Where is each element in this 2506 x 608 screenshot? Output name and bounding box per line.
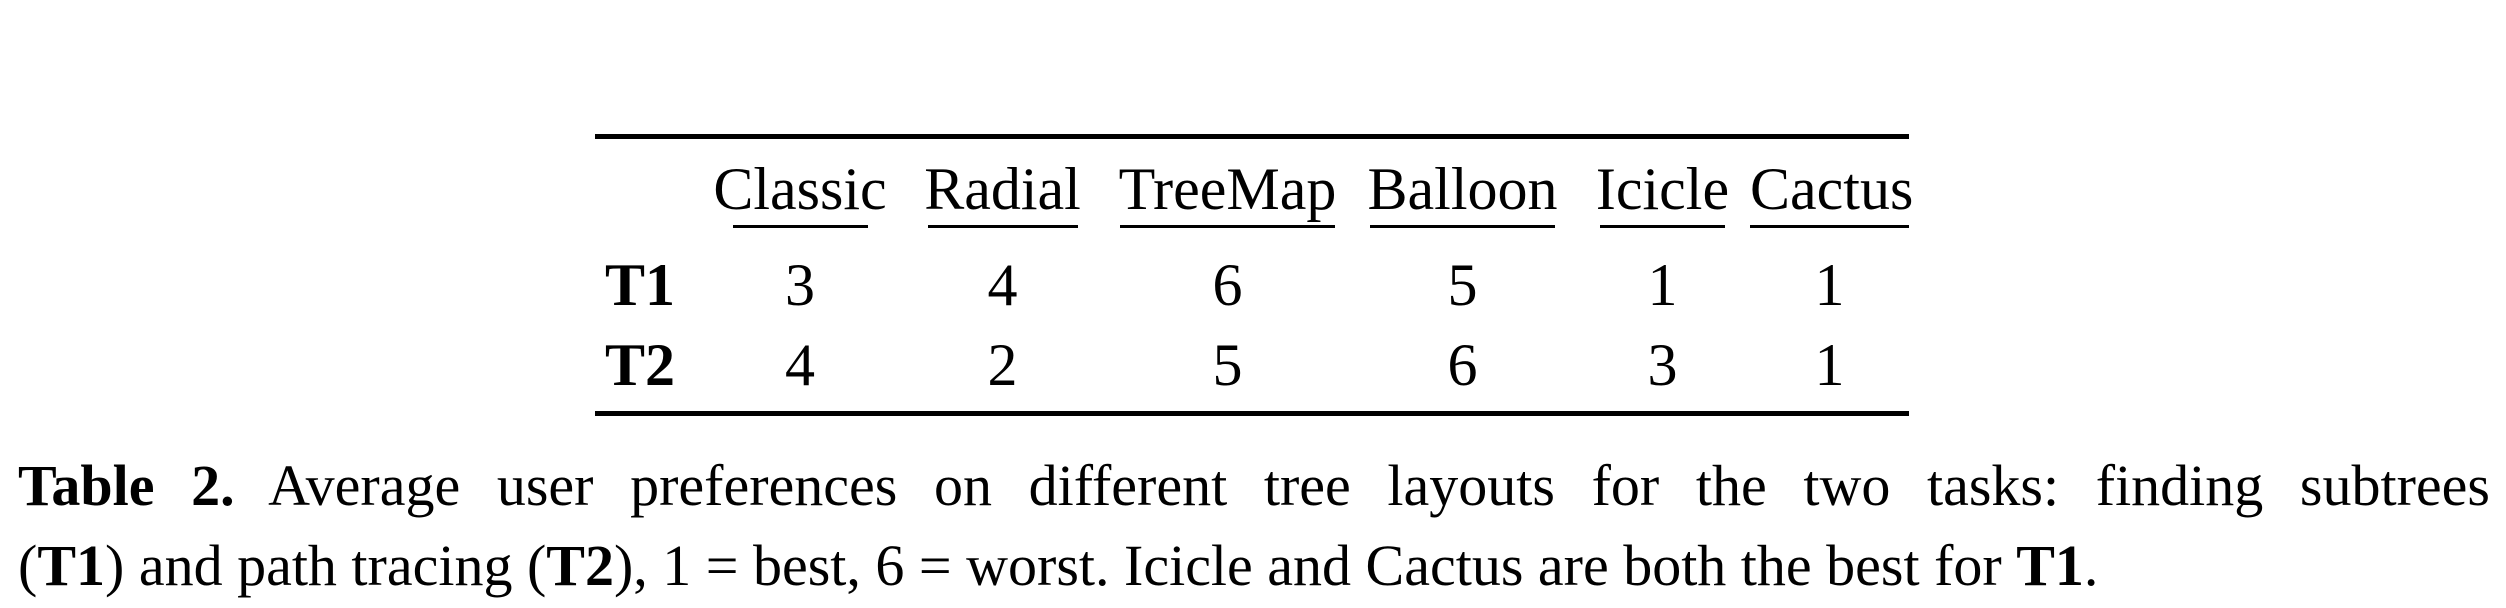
table-caption: Table 2. Average user preferences on dif…: [18, 446, 2490, 606]
table-cell: 5: [1212, 332, 1243, 398]
column-rule: [1600, 225, 1725, 228]
table-cell: 2: [987, 332, 1018, 398]
cmidrule-row: [595, 225, 1909, 245]
bottom-rule: [595, 411, 1909, 416]
table-cell: 3: [1647, 332, 1678, 398]
column-header: Classic: [713, 156, 887, 222]
preferences-table: Classic Radial TreeMap Balloon Icicle Ca…: [595, 139, 1914, 405]
caption-text: Average user preferences on different tr…: [268, 453, 2490, 518]
caption-line-1: Table 2. Average user preferences on dif…: [18, 446, 2490, 526]
table-cell: 3: [785, 252, 815, 318]
column-rule: [1370, 225, 1555, 228]
table-cell: 1: [1647, 252, 1678, 318]
table-row: T1 3 4 6 5 1 1: [595, 245, 1909, 325]
column-header: TreeMap: [1118, 156, 1337, 222]
caption-line-2: (T1) and path tracing (T2), 1 = best, 6 …: [18, 526, 2490, 606]
table-cell: 4: [785, 332, 815, 398]
row-label: T2: [605, 332, 676, 398]
column-header: Cactus: [1750, 156, 1914, 222]
caption-text: .: [2083, 533, 2099, 598]
column-rule: [732, 225, 868, 228]
caption-text: ), 1 = best, 6 = worst. Icicle and Cactu…: [613, 533, 2017, 598]
table-row: T2 4 2 5 6 3 1: [595, 325, 1909, 405]
caption-task-t1: T1: [37, 533, 106, 598]
column-header: Radial: [924, 156, 1081, 222]
column-header: Balloon: [1367, 156, 1558, 222]
table-cell: 1: [1814, 332, 1845, 398]
header-row: Classic Radial TreeMap Balloon Icicle Ca…: [595, 139, 1914, 225]
caption-text: (: [18, 533, 38, 598]
row-label: T1: [605, 252, 676, 318]
caption-task-t2: T2: [546, 533, 614, 598]
table-cell: 4: [987, 252, 1018, 318]
table-cell: 6: [1447, 332, 1478, 398]
table-cell: 6: [1212, 252, 1243, 318]
column-rule: [927, 225, 1078, 228]
corner-cell: [595, 139, 700, 225]
top-rule: [595, 134, 1909, 139]
column-header: Icicle: [1595, 156, 1730, 222]
caption-task-t1: T1: [2016, 533, 2084, 598]
table-cell: 1: [1814, 252, 1845, 318]
table-cell: 5: [1447, 252, 1478, 318]
results-table-wrapper: Classic Radial TreeMap Balloon Icicle Ca…: [595, 134, 1914, 416]
column-rule: [1750, 225, 1909, 228]
caption-text: ) and path tracing (: [105, 533, 547, 598]
column-rule: [1120, 225, 1335, 228]
caption-label: Table 2.: [18, 453, 235, 518]
